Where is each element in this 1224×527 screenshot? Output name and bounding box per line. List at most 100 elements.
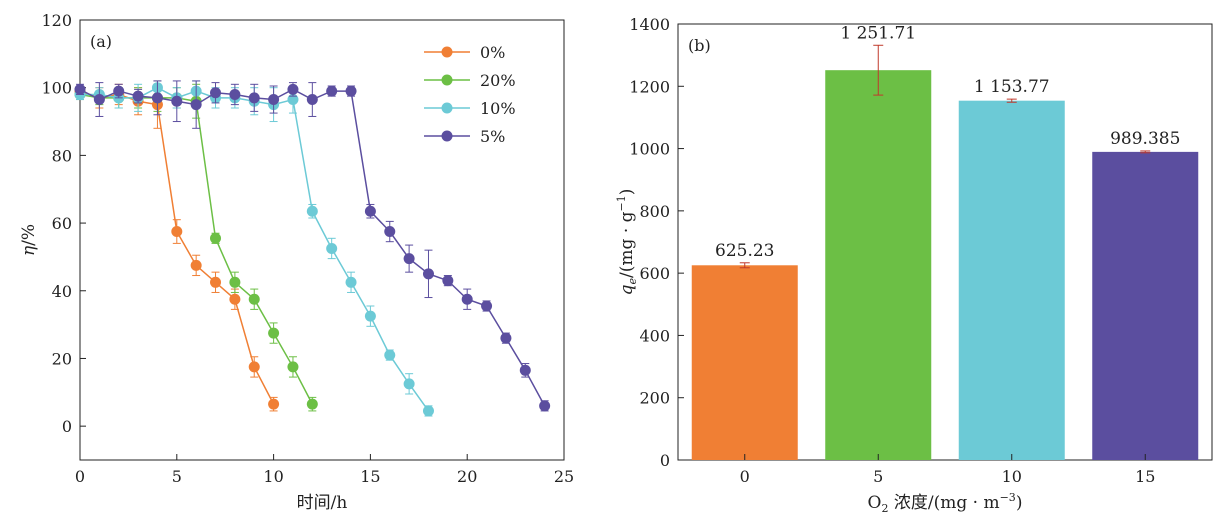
data-point	[248, 92, 260, 104]
data-label: 1 251.71	[840, 23, 916, 43]
x-tick-label-a: 20	[457, 467, 477, 486]
legend-a: 0% 20% 10% 5%	[424, 43, 516, 146]
y-tick-label-a: 120	[41, 11, 72, 30]
x-tick-label-a: 25	[554, 467, 574, 486]
series-line	[79, 88, 546, 407]
plot-frame-b	[677, 23, 1213, 461]
data-point	[248, 293, 260, 305]
x-tick-label-b: 5	[873, 467, 883, 486]
data-point	[113, 85, 125, 97]
legend-label: 0%	[480, 43, 505, 62]
legend-marker	[441, 130, 453, 142]
series-0	[74, 80, 280, 412]
bar	[1092, 151, 1199, 460]
y-tick-label-a: 0	[62, 417, 72, 436]
data-point	[306, 205, 318, 217]
y-tick-label-b: 800	[639, 202, 670, 221]
y-tick-label-b: 1200	[629, 77, 670, 96]
data-point	[384, 349, 396, 361]
data-label: 989.385	[1110, 129, 1180, 149]
y-tick-label-b: 200	[639, 389, 670, 408]
data-point	[306, 94, 318, 106]
data-point	[306, 398, 318, 410]
data-point	[287, 94, 299, 106]
data-point	[229, 276, 241, 288]
data-point	[422, 268, 434, 280]
data-point	[364, 310, 376, 322]
series-line	[79, 90, 275, 405]
data-point	[422, 405, 434, 417]
data-point	[326, 85, 338, 97]
data-point	[384, 226, 396, 238]
plot-frame-a	[79, 19, 565, 461]
series-1	[74, 83, 318, 412]
data-point	[364, 205, 376, 217]
data-point	[345, 85, 357, 97]
x-axis-label-a: 时间/h	[297, 493, 348, 513]
data-point	[210, 87, 222, 99]
legend-marker	[441, 102, 453, 114]
data-point	[93, 94, 105, 106]
data-point	[190, 259, 202, 271]
panel-label-a: (a)	[90, 32, 112, 51]
bar	[958, 100, 1065, 461]
series-3	[74, 80, 551, 412]
panel-b-bar-chart: 0 200 400 600 800 1000 1200 1400 625.23 0 1 251.71…	[615, 15, 1213, 515]
data-point	[442, 275, 454, 287]
panel-label-b: (b)	[688, 36, 711, 55]
data-point	[132, 90, 144, 102]
y-tick-label-a: 20	[52, 349, 72, 368]
data-point	[519, 364, 531, 376]
x-tick-label-a: 5	[172, 467, 182, 486]
data-point	[210, 276, 222, 288]
data-point	[151, 92, 163, 104]
data-point	[248, 361, 260, 373]
data-point	[229, 88, 241, 100]
data-point	[229, 293, 241, 305]
data-point	[171, 95, 183, 107]
legend-label: 5%	[480, 127, 505, 146]
x-tick-label-a: 10	[263, 467, 283, 486]
bar	[825, 70, 932, 461]
data-point	[190, 99, 202, 111]
y-tick-label-a: 60	[52, 214, 72, 233]
data-point	[171, 226, 183, 238]
data-point	[539, 400, 551, 412]
x-axis-label-b: O2 浓度/(mg · m−3)	[868, 491, 1023, 515]
y-tick-label-a: 80	[52, 146, 72, 165]
y-tick-label-b: 1400	[629, 15, 670, 34]
x-tick-label-a: 0	[75, 467, 85, 486]
data-point	[481, 300, 493, 312]
x-tick-label-b: 15	[1135, 467, 1155, 486]
data-point	[403, 378, 415, 390]
x-tick-label-b: 10	[1002, 467, 1022, 486]
legend-label: 10%	[480, 99, 516, 118]
data-label: 625.23	[715, 241, 774, 261]
y-tick-label-a: 100	[41, 79, 72, 98]
y-tick-label-b: 1000	[629, 140, 670, 159]
data-point	[268, 94, 280, 106]
x-tick-label-b: 0	[740, 467, 750, 486]
legend-marker	[441, 46, 453, 58]
legend-marker	[441, 74, 453, 86]
x-tick-label-a: 15	[360, 467, 380, 486]
y-tick-label-a: 40	[52, 282, 72, 301]
y-tick-label-b: 0	[660, 451, 670, 470]
panel-a-line-chart: 0 5 10 15 20 25 0 20 40 60 80 100 120 时间/h η/% (a) 0% 20%…	[19, 11, 574, 513]
data-point	[74, 83, 86, 95]
data-point	[287, 83, 299, 95]
data-point	[210, 232, 222, 244]
bar	[691, 265, 798, 460]
y-tick-label-b: 400	[639, 326, 670, 345]
data-point	[403, 253, 415, 265]
legend-label: 20%	[480, 71, 516, 90]
data-point	[345, 276, 357, 288]
y-axis-label-b: qe/(mg · g−1)	[615, 189, 639, 296]
data-point	[500, 332, 512, 344]
data-point	[326, 242, 338, 254]
data-point	[287, 361, 299, 373]
series-line	[79, 93, 313, 405]
data-point	[268, 398, 280, 410]
data-point	[461, 293, 473, 305]
